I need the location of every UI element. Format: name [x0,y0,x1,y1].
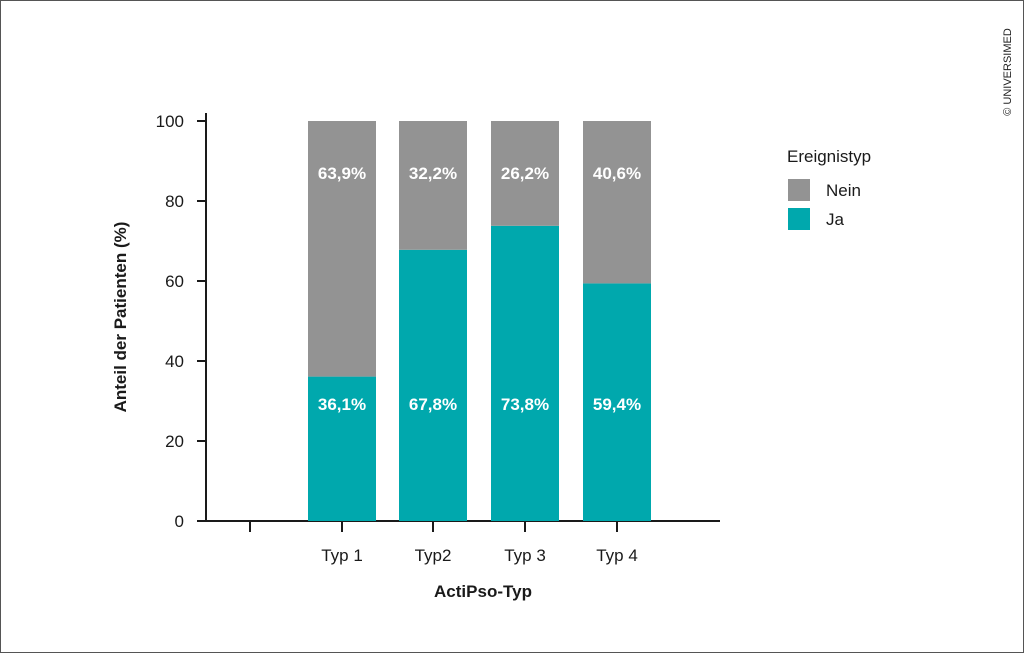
y-tick-label: 80 [165,192,184,211]
x-axis-title: ActiPso-Typ [434,582,532,601]
y-tick-label: 0 [175,512,184,531]
y-ticks: 0 20 40 60 80 100 [156,112,206,531]
bar-value-label: 63,9% [318,164,366,183]
bar-segment-ja [308,376,376,521]
bar-segment-nein [308,121,376,377]
y-tick-label: 60 [165,272,184,291]
x-tick-label: Typ 3 [504,546,546,565]
x-tick-label: Typ2 [415,546,452,565]
y-axis-title: Anteil der Patienten (%) [111,222,130,413]
y-tick-label: 40 [165,352,184,371]
bars: 36,1% 63,9% 67,8% 32,2% 73,8% 26,2% 59,4% 40,6% [308,121,651,522]
legend: Ereignistyp Nein Ja [787,147,871,230]
legend-swatch-nein [788,179,810,201]
bar-value-label: 26,2% [501,164,549,183]
bar-segment-nein [583,121,651,284]
bar-segment-nein [399,121,467,250]
x-tick-label: Typ 1 [321,546,363,565]
y-tick-label: 20 [165,432,184,451]
bar-value-label: 67,8% [409,395,457,414]
bar-value-label: 36,1% [318,395,366,414]
bar-value-label: 73,8% [501,395,549,414]
bar-segment-ja [583,283,651,521]
bar-value-label: 32,2% [409,164,457,183]
x-ticks: Typ 1 Typ2 Typ 3 Typ 4 [249,521,638,565]
copyright-notice: © UNIVERSIMED [1002,28,1014,116]
bar-value-label: 40,6% [593,164,641,183]
bar-segment-ja [399,249,467,522]
legend-label: Ja [826,210,845,229]
legend-label: Nein [826,181,861,200]
bar-segment-nein [491,121,559,226]
x-tick-label: Typ 4 [596,546,638,565]
legend-swatch-ja [788,208,810,230]
legend-title: Ereignistyp [787,147,871,166]
y-tick-label: 100 [156,112,184,131]
bar-segment-ja [491,225,559,522]
bar-value-label: 59,4% [593,395,641,414]
